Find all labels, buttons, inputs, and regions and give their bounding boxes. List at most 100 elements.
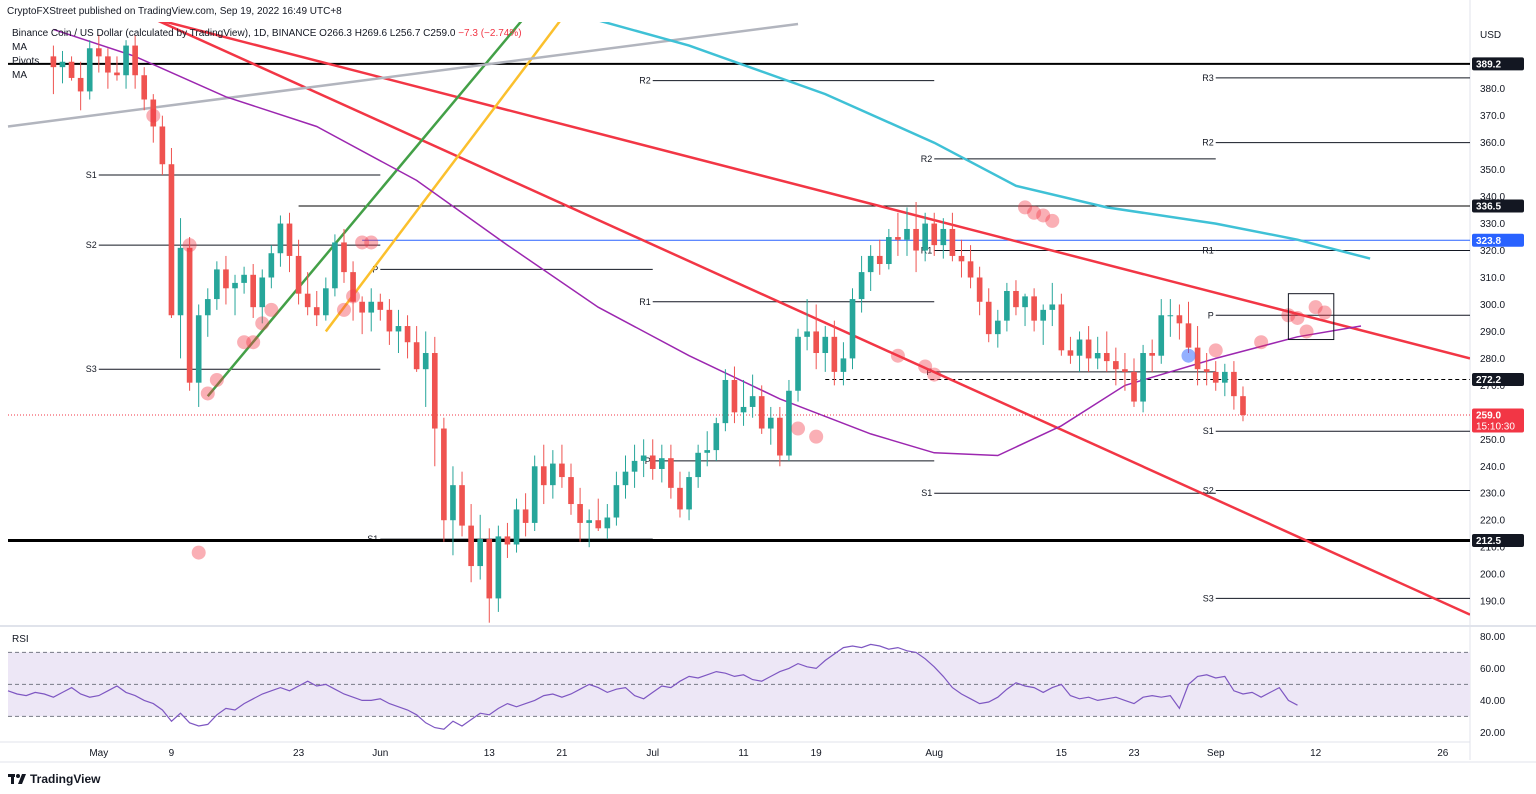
candle-body <box>59 61 66 68</box>
indicator-pivots[interactable]: Pivots <box>12 56 40 67</box>
time-tick-label: Jul <box>646 748 659 759</box>
candle-body <box>150 99 157 127</box>
candle-body <box>50 56 57 68</box>
price-tag-label: 259.0 <box>1476 411 1501 422</box>
pivot-level-label: R1 <box>1202 246 1214 256</box>
price-tick-label: 210.0 <box>1480 543 1505 554</box>
candle-body <box>341 242 347 273</box>
candle-body <box>441 428 447 521</box>
pivot-level-label: P <box>645 456 651 466</box>
candle-body <box>250 274 256 308</box>
candle-body <box>1131 371 1137 402</box>
price-tick-label: 240.0 <box>1480 462 1505 473</box>
candle-body <box>1004 290 1010 321</box>
candle-body <box>604 517 611 529</box>
candle-body <box>804 331 810 337</box>
price-tick-label: 340.0 <box>1480 192 1505 203</box>
candle-body <box>668 458 674 488</box>
candle-body <box>422 353 429 370</box>
candle-body <box>286 223 293 256</box>
candle-body <box>640 455 647 461</box>
candle-body <box>695 452 701 478</box>
candle-body <box>1167 315 1174 317</box>
candle-body <box>540 466 547 486</box>
time-tick-label: 15 <box>1056 748 1068 759</box>
price-tick-label: 300.0 <box>1480 300 1505 311</box>
touch-marker <box>927 367 942 382</box>
candle-body <box>350 272 356 302</box>
pivot-level-label: S3 <box>1203 593 1214 603</box>
touch-marker <box>255 316 270 331</box>
price-tick-label: 380.0 <box>1480 84 1505 95</box>
candle-body <box>622 471 629 486</box>
candle-body <box>95 48 102 57</box>
symbol-name: Binance Coin / US Dollar (calculated by … <box>12 28 317 39</box>
price-axis-unit: USD <box>1480 30 1501 41</box>
rsi-tick-label: 80.00 <box>1480 632 1505 643</box>
touch-marker <box>1045 213 1060 228</box>
candle-body <box>658 458 665 469</box>
price-tag-label: 212.5 <box>1476 536 1501 547</box>
touch-marker <box>1290 310 1305 325</box>
candle-body <box>940 228 947 246</box>
touch-marker <box>791 421 806 436</box>
candle-body <box>522 509 529 523</box>
rsi-pane-label[interactable]: RSI <box>12 634 29 645</box>
candle-body <box>431 353 438 429</box>
candle-body <box>241 274 247 283</box>
price-tick-label: 360.0 <box>1480 138 1505 149</box>
trendline <box>161 22 1470 360</box>
touch-marker <box>146 108 161 123</box>
candle-body <box>359 301 365 313</box>
candle-body <box>1231 371 1237 397</box>
pivot-level-label: R3 <box>1202 73 1214 83</box>
rsi-tick-label: 20.00 <box>1480 728 1505 739</box>
candle-body <box>404 326 411 343</box>
candle-body <box>577 504 583 523</box>
time-tick-label: 23 <box>1128 748 1140 759</box>
candle-body <box>386 309 393 332</box>
candle-body <box>531 466 538 523</box>
candle-body <box>1076 339 1083 356</box>
time-tick-label: Sep <box>1207 748 1225 759</box>
symbol-line: Binance Coin / US Dollar (calculated by … <box>12 28 522 39</box>
price-pane: S2S1S3PS1R2R1PR2R1PS1R3R2R1PS1S2S3 <box>7 22 1470 623</box>
indicator-ma-1[interactable]: MA <box>12 42 27 53</box>
candle-body <box>931 223 938 246</box>
candle-body <box>132 45 138 76</box>
candle-body <box>976 277 983 302</box>
pivot-level-label: S1 <box>86 170 97 180</box>
candle-body <box>994 320 1001 335</box>
time-tick-label: Aug <box>925 748 943 759</box>
candle-body <box>704 450 711 453</box>
candle-body <box>186 247 193 383</box>
candle-body <box>177 247 184 316</box>
pivot-level-label: S3 <box>86 364 97 374</box>
pivot-level-label: S2 <box>1203 486 1214 496</box>
candle-body <box>686 477 692 510</box>
price-tag-label: 336.5 <box>1476 202 1501 213</box>
candle-body <box>141 75 148 100</box>
candle-body <box>631 460 638 472</box>
candle-body <box>713 423 720 451</box>
candle-body <box>677 487 683 510</box>
price-tick-label: 190.0 <box>1480 597 1505 608</box>
candle-body <box>1185 323 1192 348</box>
indicator-ma-2[interactable]: MA <box>12 70 27 81</box>
candle-body <box>395 326 402 332</box>
candle-body <box>858 272 865 300</box>
trendline <box>324 22 561 333</box>
ohlc-close: C259.0 <box>423 28 456 39</box>
candle-body <box>876 255 883 265</box>
touch-marker <box>1317 305 1332 320</box>
price-tag <box>1472 372 1524 386</box>
tradingview-logo-icon <box>8 774 26 784</box>
price-tick-label: 280.0 <box>1480 354 1505 365</box>
rsi-line <box>7 643 1298 730</box>
moving-average-line <box>53 28 1362 457</box>
candle-body <box>1085 339 1092 359</box>
price-tag <box>1472 233 1524 247</box>
candle-body <box>895 237 901 240</box>
price-tag <box>1472 57 1524 71</box>
